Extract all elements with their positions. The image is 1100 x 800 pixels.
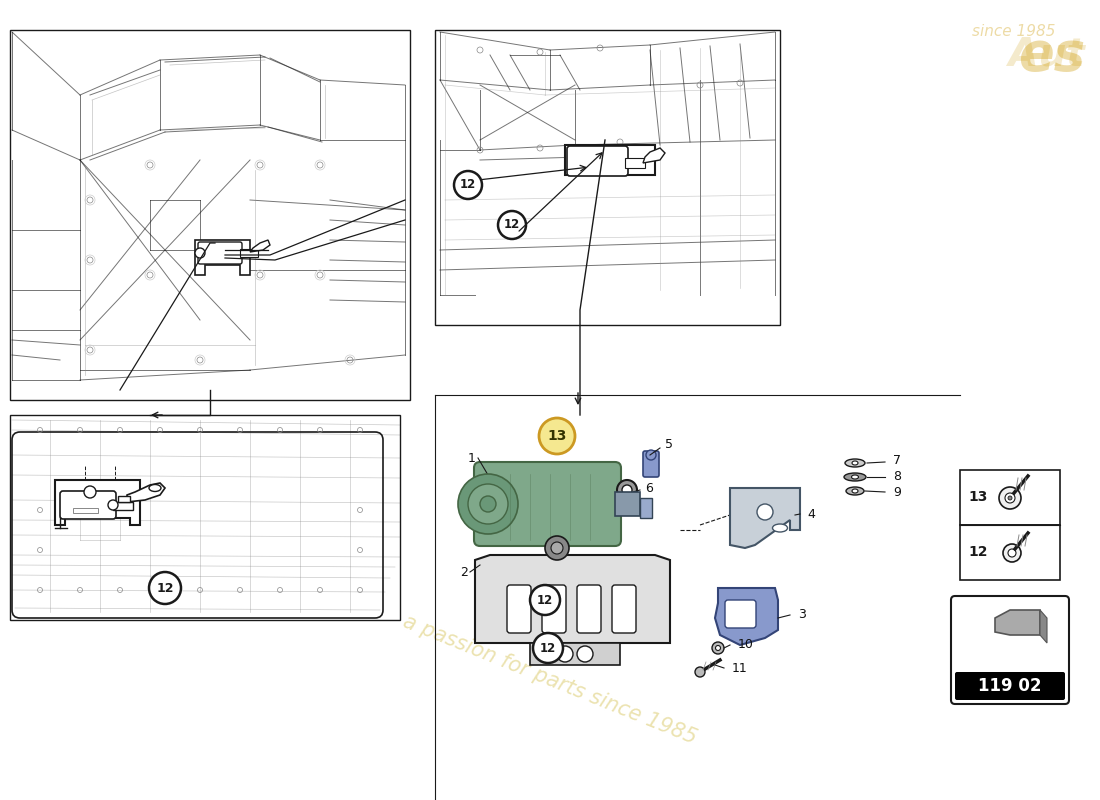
Circle shape bbox=[551, 542, 563, 554]
FancyBboxPatch shape bbox=[474, 462, 621, 546]
Circle shape bbox=[646, 450, 656, 460]
Polygon shape bbox=[565, 145, 654, 175]
Text: 12: 12 bbox=[156, 582, 174, 594]
Polygon shape bbox=[715, 588, 778, 645]
Circle shape bbox=[454, 171, 482, 199]
Text: 5: 5 bbox=[666, 438, 673, 451]
Text: 8: 8 bbox=[893, 470, 901, 482]
Ellipse shape bbox=[852, 461, 858, 465]
Bar bbox=[118, 496, 130, 502]
Circle shape bbox=[480, 496, 496, 512]
Text: 4: 4 bbox=[807, 507, 815, 521]
Polygon shape bbox=[644, 148, 666, 163]
Circle shape bbox=[999, 487, 1021, 509]
FancyBboxPatch shape bbox=[644, 451, 659, 477]
Circle shape bbox=[195, 248, 205, 258]
Text: 11: 11 bbox=[732, 662, 748, 674]
Text: Aut: Aut bbox=[968, 36, 1085, 74]
Polygon shape bbox=[195, 240, 250, 275]
Circle shape bbox=[458, 474, 518, 534]
Text: 6: 6 bbox=[645, 482, 653, 494]
FancyBboxPatch shape bbox=[725, 600, 756, 628]
FancyBboxPatch shape bbox=[566, 146, 628, 176]
Polygon shape bbox=[126, 483, 165, 502]
Text: 2: 2 bbox=[460, 566, 467, 578]
Circle shape bbox=[148, 572, 182, 604]
Bar bbox=[434, 30, 780, 325]
Polygon shape bbox=[250, 240, 270, 252]
Circle shape bbox=[1005, 493, 1015, 503]
FancyBboxPatch shape bbox=[198, 242, 242, 264]
Ellipse shape bbox=[845, 459, 865, 467]
Circle shape bbox=[1008, 496, 1012, 500]
Ellipse shape bbox=[846, 487, 864, 495]
Bar bbox=[10, 415, 400, 620]
Circle shape bbox=[498, 211, 526, 239]
Text: 13: 13 bbox=[968, 490, 988, 504]
Bar bbox=[640, 498, 652, 518]
Text: 7: 7 bbox=[893, 454, 901, 466]
Text: 12: 12 bbox=[968, 545, 988, 559]
Circle shape bbox=[1003, 544, 1021, 562]
Bar bbox=[960, 470, 1060, 525]
Circle shape bbox=[468, 484, 508, 524]
FancyBboxPatch shape bbox=[542, 585, 566, 633]
Bar bbox=[960, 525, 1060, 580]
Circle shape bbox=[557, 646, 573, 662]
Circle shape bbox=[534, 633, 563, 663]
Polygon shape bbox=[1040, 610, 1047, 643]
FancyBboxPatch shape bbox=[952, 596, 1069, 704]
Bar bbox=[530, 643, 620, 665]
Ellipse shape bbox=[772, 524, 788, 532]
Circle shape bbox=[757, 504, 773, 520]
Circle shape bbox=[695, 667, 705, 677]
Circle shape bbox=[539, 418, 575, 454]
Circle shape bbox=[530, 585, 560, 615]
Text: 1: 1 bbox=[468, 451, 476, 465]
Ellipse shape bbox=[148, 485, 161, 491]
Circle shape bbox=[544, 536, 569, 560]
Text: es: es bbox=[1018, 29, 1085, 81]
Circle shape bbox=[617, 480, 637, 500]
Circle shape bbox=[715, 646, 720, 650]
FancyBboxPatch shape bbox=[507, 585, 531, 633]
Bar bbox=[10, 30, 410, 400]
FancyBboxPatch shape bbox=[60, 491, 116, 519]
Circle shape bbox=[108, 500, 118, 510]
Circle shape bbox=[712, 642, 724, 654]
Text: 13: 13 bbox=[548, 429, 566, 443]
Text: a passion for parts since 1985: a passion for parts since 1985 bbox=[400, 612, 700, 748]
Ellipse shape bbox=[851, 475, 858, 479]
Bar bbox=[625, 158, 645, 168]
Text: 12: 12 bbox=[537, 594, 553, 606]
Text: 3: 3 bbox=[798, 609, 806, 622]
Ellipse shape bbox=[844, 473, 866, 481]
FancyBboxPatch shape bbox=[578, 585, 601, 633]
Circle shape bbox=[1008, 549, 1016, 557]
Text: 12: 12 bbox=[540, 642, 557, 654]
Polygon shape bbox=[55, 480, 140, 525]
Bar bbox=[615, 492, 640, 516]
Bar bbox=[73, 508, 98, 513]
Ellipse shape bbox=[852, 489, 858, 493]
Circle shape bbox=[621, 485, 632, 495]
Text: 12: 12 bbox=[504, 218, 520, 231]
Text: 9: 9 bbox=[893, 486, 901, 498]
Bar bbox=[113, 502, 133, 510]
Text: 10: 10 bbox=[738, 638, 754, 651]
Text: since 1985: since 1985 bbox=[971, 25, 1055, 39]
Circle shape bbox=[578, 646, 593, 662]
Bar bbox=[240, 249, 258, 257]
Circle shape bbox=[84, 486, 96, 498]
Polygon shape bbox=[475, 555, 670, 643]
FancyBboxPatch shape bbox=[955, 672, 1065, 700]
Text: 119 02: 119 02 bbox=[978, 677, 1042, 695]
Text: 12: 12 bbox=[460, 178, 476, 191]
FancyBboxPatch shape bbox=[612, 585, 636, 633]
Polygon shape bbox=[996, 610, 1040, 635]
Polygon shape bbox=[730, 488, 800, 548]
